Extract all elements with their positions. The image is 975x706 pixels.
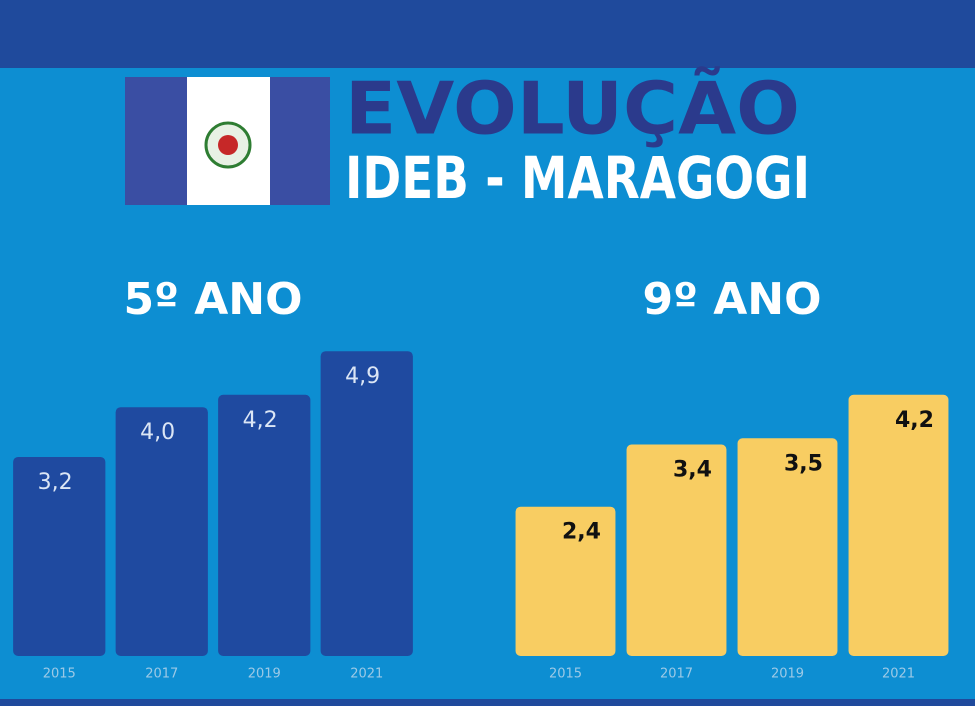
value-label: 4,0 — [140, 420, 175, 445]
bar — [626, 444, 727, 656]
bar — [515, 506, 616, 656]
page-title: EVOLUÇÃO — [345, 67, 800, 151]
bar — [848, 394, 949, 656]
bar — [13, 456, 106, 656]
coat-center — [218, 135, 238, 155]
value-label: 3,4 — [673, 458, 712, 483]
bottom-band — [0, 699, 975, 706]
page-subtitle: IDEB - MARAGOGI — [345, 144, 810, 212]
x-tick-label: 2021 — [882, 667, 915, 682]
bar — [320, 351, 413, 656]
value-label: 2,4 — [562, 520, 601, 545]
value-label: 3,2 — [38, 470, 73, 495]
x-tick-label: 2017 — [145, 667, 178, 682]
x-tick-label: 2019 — [248, 667, 281, 682]
bar — [737, 438, 838, 656]
x-tick-label: 2015 — [43, 667, 76, 682]
x-tick-label: 2017 — [660, 667, 693, 682]
top-band — [0, 0, 975, 68]
x-tick-label: 2021 — [350, 667, 383, 682]
value-label: 4,2 — [243, 408, 278, 433]
x-tick-label: 2015 — [549, 667, 582, 682]
chart-title: 9º ANO — [642, 274, 821, 325]
flag — [125, 77, 330, 205]
chart-title: 5º ANO — [123, 274, 302, 325]
bar — [115, 407, 208, 656]
value-label: 4,9 — [345, 364, 380, 389]
bar — [218, 394, 311, 656]
value-label: 3,5 — [784, 451, 823, 476]
value-label: 4,2 — [895, 408, 934, 433]
x-tick-label: 2019 — [771, 667, 804, 682]
